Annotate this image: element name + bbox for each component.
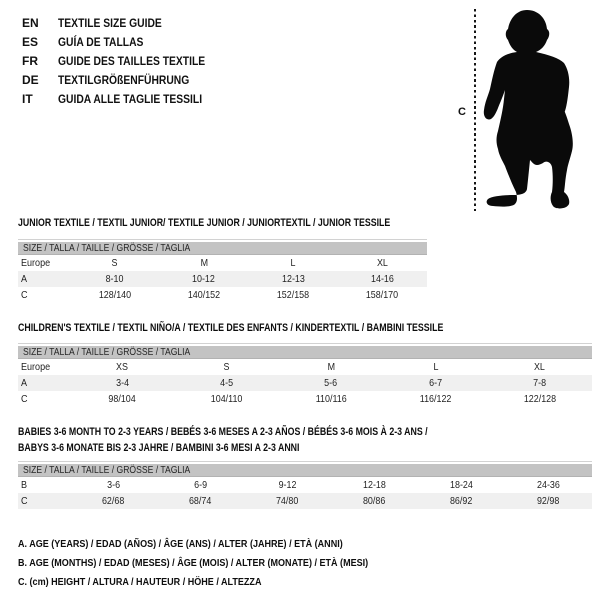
language-title: TEXTILE SIZE GUIDE [58,15,162,30]
language-row-es: ES GUÍA DE TALLAS [22,32,229,51]
babies-table-title: BABIES 3-6 MONTH TO 2-3 YEARS / BEBÉS 3-… [18,426,428,454]
table-row-age: A 8-10 10-12 12-13 14-16 [18,271,427,287]
row-label: Europe [21,361,51,373]
table-row-months: B 3-6 6-9 9-12 12-18 18-24 24-36 [21,479,560,491]
row-label: A [21,273,28,285]
table-row-height: C 128/140 140/152 152/158 158/170 [21,289,399,301]
language-code: ES [22,34,39,49]
table-row-europe: Europe S M L XL [21,257,388,269]
height-measure-dashed-line [474,9,476,211]
row-label: C [21,289,28,301]
height-measure-label: C [458,106,466,118]
table-top-rule [18,461,592,462]
language-row-de: DE TEXTILGRÖßENFÜHRUNG [22,70,229,89]
junior-size-table: SIZE / TALLA / TAILLE / GRÖSSE / TAGLIA … [18,239,427,303]
table-row-height: C 98/104 104/110 110/116 116/122 122/128 [21,393,556,405]
language-title: GUIDA ALLE TAGLIE TESSILI [58,91,203,106]
table-row-age: A 3-4 4-5 5-6 6-7 7-8 [18,375,592,391]
row-label: C [21,393,28,405]
children-size-table: SIZE / TALLA / TAILLE / GRÖSSE / TAGLIA … [18,343,592,407]
language-code: EN [22,15,39,30]
table-top-rule [18,239,427,240]
language-code: DE [22,72,39,87]
row-label: C [21,495,28,507]
children-table-title: CHILDREN'S TEXTILE / TEXTIL NIÑO/A / TEX… [18,322,444,334]
size-header-bar: SIZE / TALLA / TAILLE / GRÖSSE / TAGLIA [18,242,427,255]
footnote-b: B. AGE (MONTHS) / EDAD (MESES) / ÂGE (MO… [18,556,369,569]
language-row-fr: FR GUIDE DES TAILLES TEXTILE [22,51,229,70]
language-code: IT [22,91,33,106]
legend-footnotes: A. AGE (YEARS) / EDAD (AÑOS) / ÂGE (ANS)… [18,534,425,591]
footnote-c: C. (cm) HEIGHT / ALTURA / HAUTEUR / HÖHE… [18,575,262,588]
language-list: EN TEXTILE SIZE GUIDE ES GUÍA DE TALLAS … [22,13,229,108]
language-title: GUÍA DE TALLAS [58,34,144,49]
toddler-silhouette-image [483,10,573,209]
language-row-it: IT GUIDA ALLE TAGLIE TESSILI [22,89,229,108]
row-label: B [21,479,28,491]
table-row-height: C 62/68 68/74 74/80 80/86 86/92 92/98 [18,493,592,509]
junior-table-title: JUNIOR TEXTILE / TEXTIL JUNIOR/ TEXTILE … [18,217,391,229]
babies-size-table: SIZE / TALLA / TAILLE / GRÖSSE / TAGLIA … [18,461,592,509]
language-title: GUIDE DES TAILLES TEXTILE [58,53,206,68]
table-row-europe: Europe XS S M L XL [21,361,546,373]
language-title: TEXTILGRÖßENFÜHRUNG [58,72,190,87]
table-top-rule [18,343,592,344]
size-header-bar: SIZE / TALLA / TAILLE / GRÖSSE / TAGLIA [18,464,592,477]
size-header-bar: SIZE / TALLA / TAILLE / GRÖSSE / TAGLIA [18,346,592,359]
footnote-a: A. AGE (YEARS) / EDAD (AÑOS) / ÂGE (ANS)… [18,537,343,550]
row-label: Europe [21,257,51,269]
language-row-en: EN TEXTILE SIZE GUIDE [22,13,229,32]
row-label: A [21,377,28,389]
language-code: FR [22,53,38,68]
